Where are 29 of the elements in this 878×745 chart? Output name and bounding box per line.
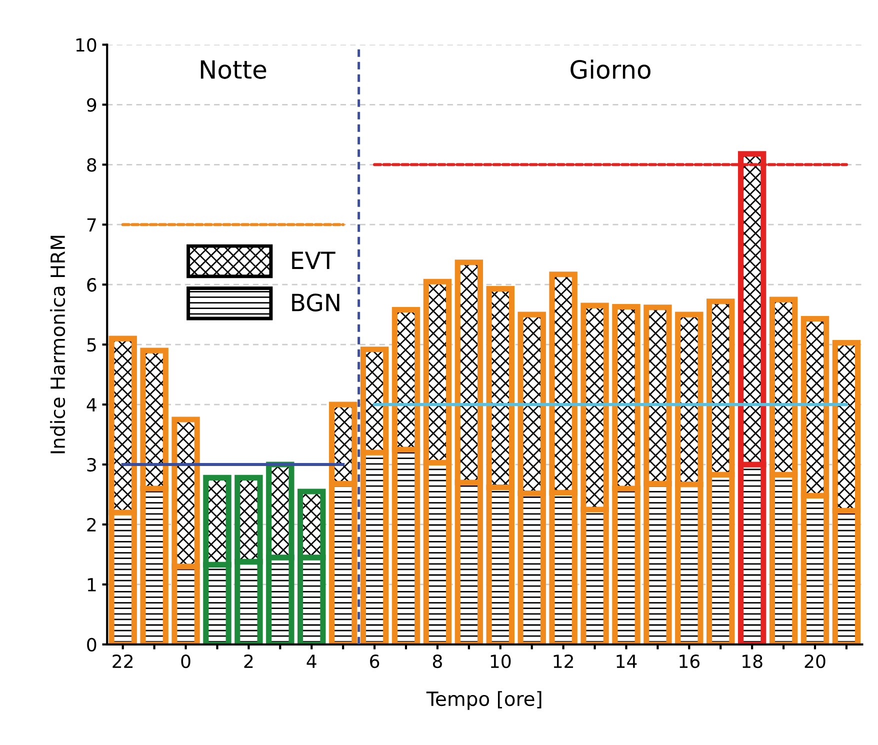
y-tick-label: 4 <box>86 398 96 412</box>
x-tick-label: 20 <box>804 654 826 668</box>
y-tick-label: 8 <box>87 158 96 172</box>
legend-label: BGN <box>292 294 340 312</box>
x-tick-label: 2 <box>244 654 253 668</box>
y-tick-label: 0 <box>87 638 96 652</box>
legend-label: EVT <box>292 252 336 269</box>
y-tick-label: 2 <box>87 518 96 532</box>
y-tick-label: 7 <box>87 218 96 232</box>
x-tick-label: 8 <box>432 654 442 668</box>
annotation: Giorno <box>570 60 650 79</box>
x-tick-label: 10 <box>490 654 511 668</box>
y-tick-label: 6 <box>87 278 96 292</box>
x-tick-label: 4 <box>306 654 316 668</box>
y-tick-label: 10 <box>76 38 96 52</box>
x-tick-label: 0 <box>181 654 190 668</box>
y-tick-label: 3 <box>87 458 96 472</box>
x-tick-label: 12 <box>554 654 573 668</box>
x-tick-label: 22 <box>112 654 133 668</box>
annotation: Notte <box>200 60 266 79</box>
x-tick-label: 14 <box>616 654 637 668</box>
y-tick-label: 9 <box>87 98 96 112</box>
y-axis-title: Indice Harmonica HRM <box>50 236 66 454</box>
x-tick-label: 6 <box>370 654 380 668</box>
x-tick-label: 16 <box>680 654 700 668</box>
y-tick-label: 5 <box>87 338 96 352</box>
x-axis-title: Tempo [ore] <box>426 691 542 710</box>
x-tick-label: 18 <box>742 654 762 668</box>
y-tick-label: 1 <box>88 578 96 592</box>
